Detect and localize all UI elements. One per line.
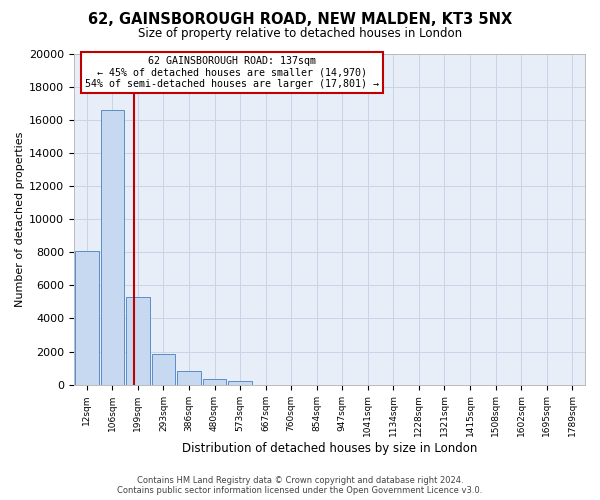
Bar	[152, 354, 175, 384]
Text: Size of property relative to detached houses in London: Size of property relative to detached ho…	[138, 28, 462, 40]
Bar	[177, 372, 201, 384]
Bar	[126, 297, 149, 384]
Bar	[75, 250, 98, 384]
Text: Contains HM Land Registry data © Crown copyright and database right 2024.
Contai: Contains HM Land Registry data © Crown c…	[118, 476, 482, 495]
Bar	[101, 110, 124, 384]
Bar	[203, 380, 226, 384]
Text: 62 GAINSBOROUGH ROAD: 137sqm
← 45% of detached houses are smaller (14,970)
54% o: 62 GAINSBOROUGH ROAD: 137sqm ← 45% of de…	[85, 56, 379, 89]
Y-axis label: Number of detached properties: Number of detached properties	[15, 132, 25, 307]
Text: 62, GAINSBOROUGH ROAD, NEW MALDEN, KT3 5NX: 62, GAINSBOROUGH ROAD, NEW MALDEN, KT3 5…	[88, 12, 512, 28]
Bar	[229, 382, 252, 384]
X-axis label: Distribution of detached houses by size in London: Distribution of detached houses by size …	[182, 442, 477, 455]
